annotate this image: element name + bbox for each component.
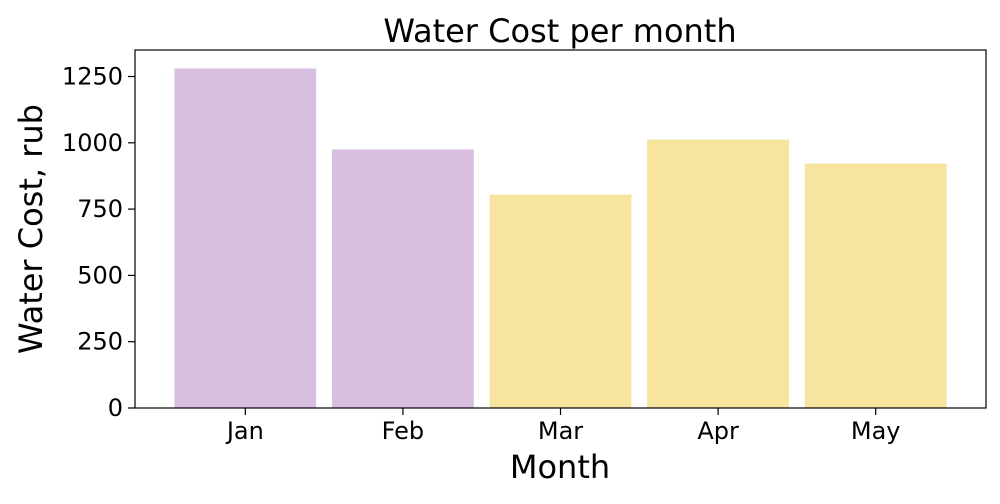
y-axis-title: Water Cost, rub [12, 104, 50, 354]
y-tick-label: 500 [77, 261, 123, 289]
bar-feb [331, 149, 474, 408]
x-tick-label: Mar [538, 417, 583, 445]
x-tick-label: Feb [382, 417, 425, 445]
x-tick-label: Jan [225, 417, 264, 445]
x-tick-label: Apr [697, 417, 739, 445]
bars-layer [174, 68, 947, 408]
bar-apr [647, 139, 790, 408]
y-tick-label: 750 [77, 195, 123, 223]
chart-title: Water Cost per month [383, 12, 736, 50]
y-tick-label: 1250 [62, 63, 123, 91]
x-axis-title: Month [510, 448, 610, 486]
bar-may [804, 163, 947, 408]
y-tick-label: 250 [77, 328, 123, 356]
bar-jan [174, 68, 317, 408]
bar-mar [489, 194, 632, 408]
x-tick-label: May [851, 417, 901, 445]
y-tick-label: 1000 [62, 129, 123, 157]
y-axis: 0 250 500 750 1000 1250 [62, 63, 135, 422]
y-tick-label: 0 [108, 394, 123, 422]
x-axis: Jan Feb Mar Apr May [225, 408, 901, 445]
